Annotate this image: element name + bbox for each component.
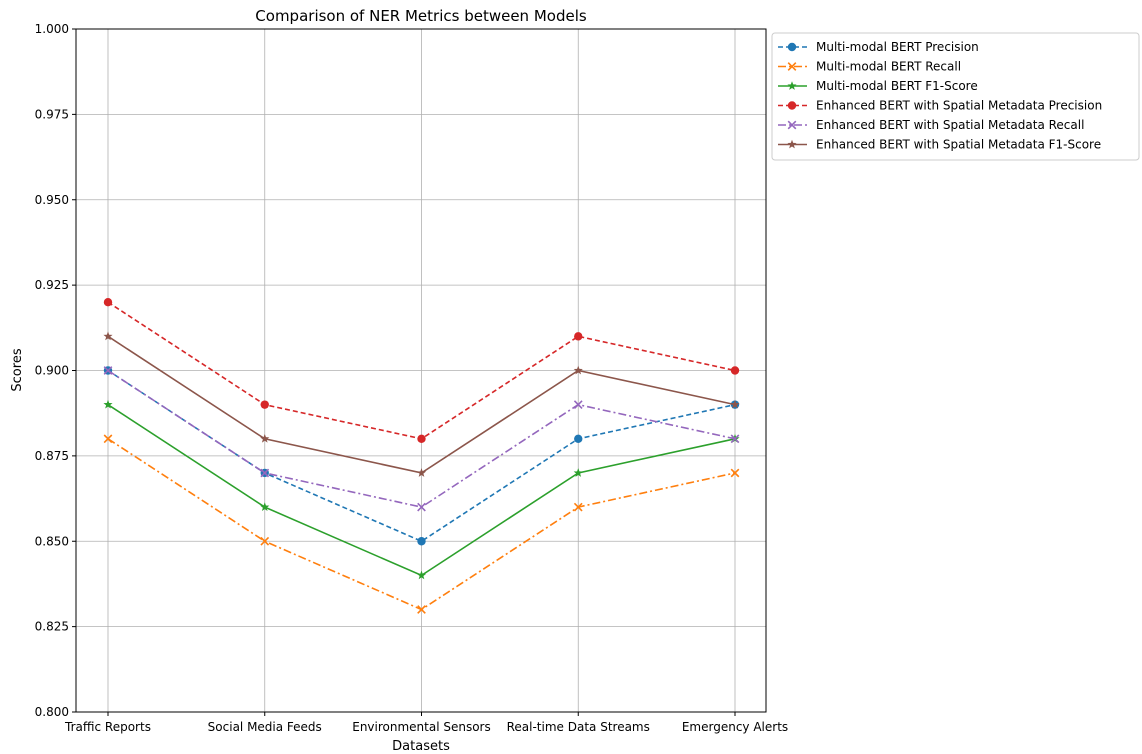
legend-marker [787,42,797,52]
data-point [103,331,113,341]
y-tick-label: 0.800 [35,705,69,719]
data-point [573,502,583,512]
legend-item: Enhanced BERT with Spatial Metadata Prec… [778,99,1102,113]
y-tick-label: 1.000 [35,22,69,36]
data-point [417,502,426,512]
legend: Multi-modal BERT Precision Multi-modal BE… [771,32,1140,161]
series-layer [103,298,740,614]
y-tick-label: 0.950 [35,193,69,207]
y-axis-label: Scores [10,348,25,391]
x-tick-label: Social Media Feeds [208,720,322,734]
legend-item: Multi-modal BERT Recall [778,60,961,74]
data-point [260,536,270,546]
x-tick-label: Environmental Sensors [352,720,491,734]
legend-label: Multi-modal BERT Recall [816,60,961,74]
data-point [416,570,427,580]
data-point [260,400,269,409]
x-tick-label: Real-time Data Streams [507,720,650,734]
data-point [730,468,740,478]
x-axis-label: Datasets [392,739,450,754]
data-point [103,366,113,375]
legend-label: Multi-modal BERT F1-Score [816,79,978,93]
data-point [103,298,113,307]
legend-marker [787,81,797,90]
x-tick-label: Emergency Alerts [682,720,788,734]
legend-label: Enhanced BERT with Spatial Metadata Prec… [816,99,1102,113]
data-point [417,605,426,614]
y-tick-label: 0.875 [35,449,69,463]
legend-label: Multi-modal BERT Precision [816,40,979,54]
legend-item: Enhanced BERT with Spatial Metadata Reca… [778,118,1084,132]
data-point [573,468,583,477]
data-point [730,434,740,444]
data-point [260,434,270,443]
legend-marker [787,101,797,110]
x-axis: Traffic Reports Social Media Feeds Environ… [64,712,788,734]
legend-item: Multi-modal BERT F1-Score [778,79,978,93]
data-point [260,468,270,478]
data-point [417,537,426,546]
data-point [574,434,583,443]
data-point [260,502,270,511]
series-4 [103,298,740,443]
data-point [103,399,113,409]
data-point [574,332,583,341]
legend-marker [787,62,797,71]
data-point [416,468,427,477]
data-point [573,365,583,375]
data-point [417,434,426,443]
y-tick-label: 0.900 [35,364,69,378]
y-tick-label: 0.825 [35,620,69,634]
data-point [730,366,740,375]
legend-item: Multi-modal BERT Precision [778,40,979,54]
y-tick-label: 0.975 [35,107,69,121]
y-axis: 0.800 0.825 0.850 0.875 0.900 0.925 0.950 0.975… [35,22,76,719]
data-point [730,399,740,409]
legend-marker [787,120,797,130]
series-2 [103,434,740,614]
legend-frame [771,32,1140,161]
legend-label: Enhanced BERT with Spatial Metadata F1-S… [816,138,1101,152]
series-6 [103,331,740,477]
x-tick-label: Traffic Reports [64,720,151,734]
series-5 [103,366,740,512]
legend-marker [787,139,797,149]
y-tick-label: 0.850 [35,534,69,548]
chart-title: Comparison of NER Metrics between Models [255,7,587,25]
y-tick-label: 0.925 [35,278,69,292]
data-point [573,400,583,410]
legend-item: Enhanced BERT with Spatial Metadata F1-S… [778,138,1101,152]
data-point [103,434,113,444]
legend-label: Enhanced BERT with Spatial Metadata Reca… [816,118,1084,132]
